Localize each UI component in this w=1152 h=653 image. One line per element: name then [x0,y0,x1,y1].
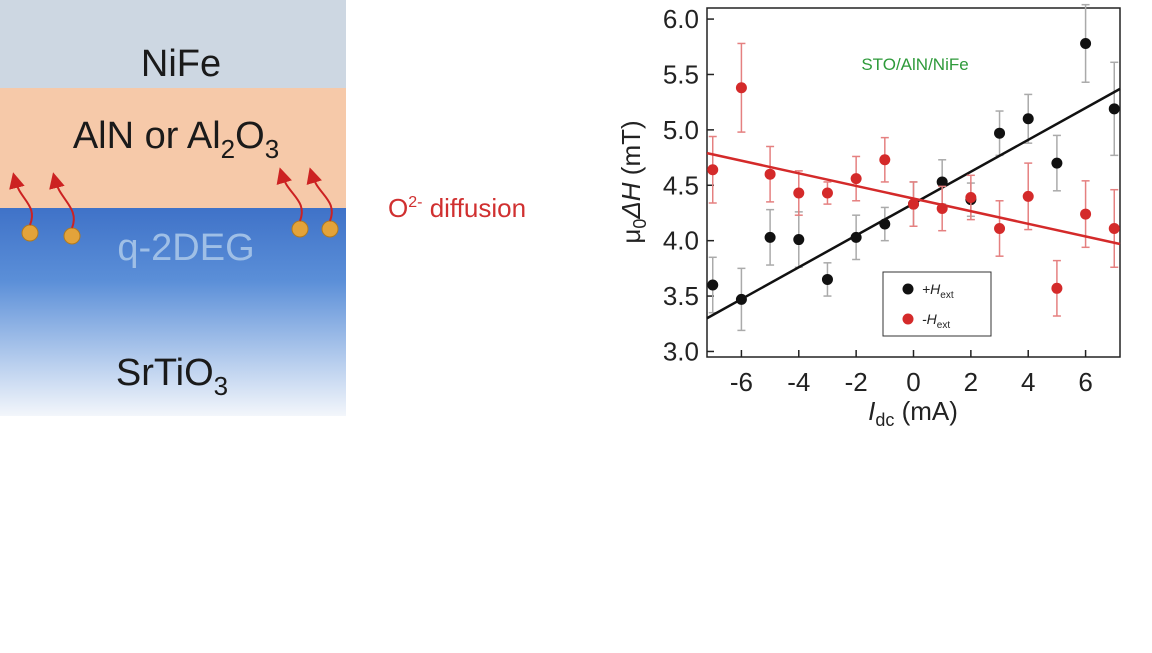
point [821,187,833,199]
point [1108,103,1120,115]
layer-diagram: NiFe AlN or Al2O3 q-2DEG SrTiO3 O2- diff… [0,0,526,416]
point [821,273,833,285]
legend-marker [902,313,914,325]
x-tick-label: 0 [906,367,920,397]
nife-layer [0,0,346,88]
point [936,176,948,188]
annotation: STO/AlN/NiFe [861,55,968,74]
text: dc [875,410,894,430]
y-tick-label: 5.5 [663,59,699,89]
point [707,279,719,291]
point [850,173,862,185]
legend-label: +Hext [922,281,954,301]
text: 2 [221,134,235,164]
chart: STO/AlN/NiFe Idc (mA) μ0ΔH (mT) 3.03.54.… [616,3,1121,430]
text: AlN or Al [73,115,221,157]
point [735,82,747,94]
point [707,164,719,176]
substrate-layer [0,208,346,416]
y-tick-label: 6.0 [663,4,699,34]
text: O [235,115,265,157]
point [1051,282,1063,294]
point [764,168,776,180]
text: μ [616,229,646,244]
point [1022,190,1034,202]
legend: +Hext-Hext [882,271,992,337]
x-tick-label: 4 [1021,367,1035,397]
x-tick-label: -4 [787,367,810,397]
text: +H [922,281,941,297]
arrow [306,167,333,222]
legend-box [882,271,992,337]
point [793,187,805,199]
point [1080,37,1092,49]
text: ext [937,320,951,331]
point [994,127,1006,139]
x-tick-label: -6 [730,367,753,397]
point [965,191,977,203]
text: 3 [214,371,228,401]
arrow [276,167,303,222]
point [879,154,891,166]
arrow [49,172,75,229]
point [735,293,747,305]
layer-label: q-2DEG [117,227,254,269]
point [994,222,1006,234]
text: SrTiO [116,352,214,394]
text: O [388,193,408,223]
y-tick-label: 4.5 [663,170,699,200]
point [908,198,919,210]
text: I [868,396,875,426]
diffusion-label: O2- diffusion [388,193,526,223]
x-axis-label: Idc (mA) [868,396,958,430]
layer-label: NiFe [141,43,221,85]
point [936,203,948,215]
arrow [9,172,33,226]
x-tick-label: 6 [1078,367,1092,397]
fit-line [706,151,1121,246]
legend-marker [902,283,914,295]
text: ΔH [616,182,646,219]
y-axis-label: μ0ΔH (mT) [616,120,650,243]
text: 0 [630,219,650,229]
point [1022,113,1034,125]
y-tick-label: 5.0 [663,115,699,145]
ion [21,224,39,242]
ion [63,227,81,245]
text: ext [940,290,954,301]
text: -H [922,311,938,327]
layer-label: AlN or Al2O3 [73,115,279,164]
x-tick-label: -2 [845,367,868,397]
oxygen-ions [21,220,339,245]
text: 2- [408,194,422,211]
text: diffusion [422,193,526,223]
y-tick-label: 3.0 [663,336,699,366]
point [764,231,776,243]
y-tick-label: 4.0 [663,226,699,256]
y-tick-label: 3.5 [663,281,699,311]
x-tick-label: 2 [964,367,978,397]
text: (mT) [616,120,646,182]
point [793,234,805,246]
point [1080,208,1092,220]
ion [291,220,309,238]
text: 3 [265,134,279,164]
diffusion-arrows [9,167,333,229]
point [879,218,891,230]
text: (mA) [894,396,958,426]
point [850,231,862,243]
legend-label: -Hext [922,311,950,331]
layer-label: SrTiO3 [116,352,228,401]
ion [321,220,339,238]
point [1108,222,1120,234]
point [1051,157,1063,169]
